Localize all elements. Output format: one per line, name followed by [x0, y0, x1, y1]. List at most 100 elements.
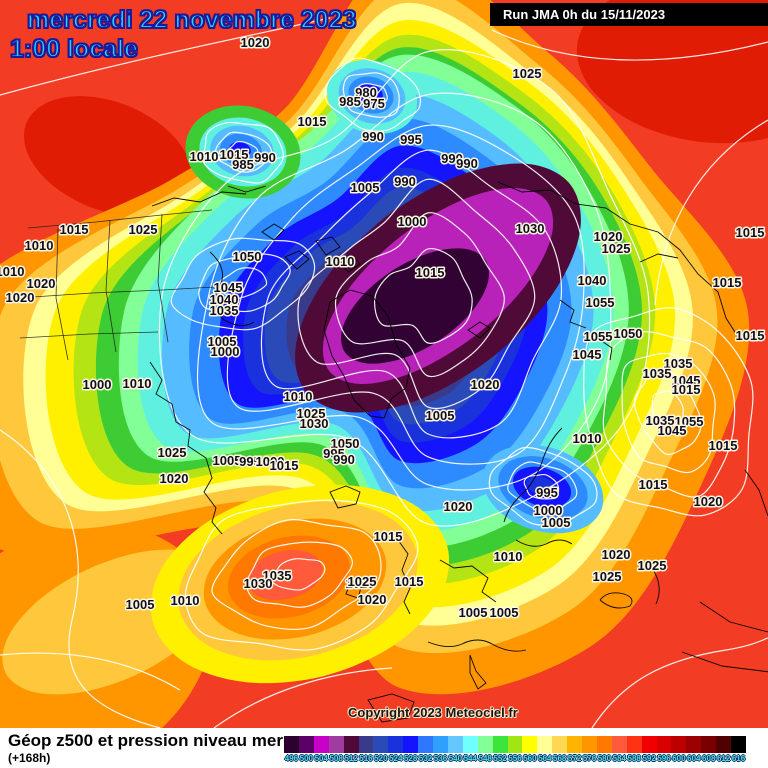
scale-box	[388, 736, 404, 753]
pressure-label: 985	[232, 157, 254, 172]
scale-value: 524	[389, 754, 403, 763]
coastline	[397, 539, 411, 615]
pressure-label: 1010	[123, 376, 152, 391]
pressure-label: 1025	[602, 241, 631, 256]
pressure-label: 995	[400, 132, 422, 147]
scale-box	[716, 736, 732, 753]
border-line	[19, 331, 159, 339]
scale-box	[418, 736, 434, 753]
pressure-label: 1015	[395, 574, 424, 589]
pressure-label: 990	[456, 156, 478, 171]
coastline	[339, 255, 361, 273]
pressure-label: 1020	[694, 494, 723, 509]
pressure-label: 1000	[398, 214, 427, 229]
pressure-label: 1055	[675, 414, 704, 429]
scale-value: 520	[374, 754, 388, 763]
coastline	[149, 361, 223, 535]
border-line	[105, 219, 117, 353]
pressure-label: 1020	[594, 229, 623, 244]
border-line	[157, 213, 169, 343]
isobar-line	[245, 541, 354, 608]
scale-box	[567, 736, 583, 753]
pressure-label: 1035	[646, 413, 675, 428]
scale-box	[537, 736, 553, 753]
coastline	[261, 223, 285, 241]
isobar-line	[633, 369, 702, 456]
pressure-label: 995	[239, 454, 261, 469]
border-line	[55, 227, 69, 361]
vortex-core-fill	[341, 248, 489, 364]
pressure-label: 1015	[270, 458, 299, 473]
isobar-line	[0, 17, 331, 96]
isobar-line	[621, 352, 716, 474]
pressure-label: 1030	[516, 221, 545, 236]
coastline	[367, 693, 415, 723]
pressure-label: 1020	[444, 499, 473, 514]
pressure-label: 1005	[126, 597, 155, 612]
pressure-label: 1000	[256, 454, 285, 469]
scale-value: 564	[538, 754, 552, 763]
pressure-label: 1010	[494, 549, 523, 564]
pressure-label: 1040	[210, 292, 239, 307]
isobar-line	[355, 82, 388, 108]
coastline	[284, 250, 310, 270]
scale-value: 512	[344, 754, 358, 763]
isobar-line	[215, 131, 273, 173]
pressure-label: 1035	[664, 356, 693, 371]
scale-box	[552, 736, 568, 753]
scale-value: 536	[433, 754, 448, 763]
scale-box	[447, 736, 464, 753]
pressure-label: 1030	[300, 416, 329, 431]
isobar-line	[651, 390, 684, 434]
scale-value: 500	[299, 754, 314, 763]
scale-box	[462, 736, 479, 753]
pressure-label: 990	[254, 150, 276, 165]
isobar-line	[602, 331, 736, 498]
pressure-label: 1050	[233, 249, 262, 264]
coastline	[323, 289, 411, 419]
pressure-label: 985	[339, 94, 361, 109]
pressure-label: 1015	[709, 438, 738, 453]
feature-fill	[247, 549, 323, 601]
coastline	[744, 469, 768, 517]
pressure-label: 1005	[490, 605, 519, 620]
isobar-line	[213, 667, 393, 728]
scale-value: 596	[657, 754, 671, 763]
coastline	[497, 181, 741, 341]
scale-box	[358, 736, 374, 753]
legend-title: Géop z500 et pression niveau mer	[8, 731, 283, 750]
coastline	[651, 567, 660, 605]
scale-box	[626, 736, 643, 753]
feature-fill	[526, 476, 556, 496]
pressure-label: 1000	[83, 377, 112, 392]
scale-value: 528	[403, 754, 418, 763]
pressure-label: 1025	[513, 66, 542, 81]
isobar-line	[654, 119, 768, 306]
pressure-label: 1015	[60, 222, 89, 237]
scale-value: 612	[716, 754, 731, 763]
scale-box	[477, 736, 494, 753]
scale-value: 504	[314, 754, 328, 763]
coastline	[515, 539, 573, 547]
scale-box	[313, 736, 330, 753]
pressure-label: 1020	[471, 377, 500, 392]
legend-lead-time: (+168h)	[8, 751, 51, 765]
scale-box	[686, 736, 702, 753]
coastline	[639, 253, 679, 263]
map-area: 1020 1015 1025 980 985 975 990 995 990 990 990 1005…	[0, 0, 768, 728]
pressure-label: 1030	[244, 576, 273, 591]
pressure-label: 1025	[158, 445, 187, 460]
pressure-label: 1055	[586, 295, 615, 310]
run-info-bar: Run JMA 0h du 15/11/2023	[490, 3, 768, 26]
scale-box	[507, 736, 523, 753]
scale-value: 608	[702, 754, 716, 763]
isobar-line	[491, 29, 768, 61]
pressure-label: 1010	[190, 149, 219, 164]
pressure-label: 1035	[210, 303, 239, 318]
coastline	[227, 185, 267, 193]
scale-value: 556	[508, 754, 522, 763]
isobar-line	[270, 558, 326, 591]
scale-box	[522, 736, 538, 753]
